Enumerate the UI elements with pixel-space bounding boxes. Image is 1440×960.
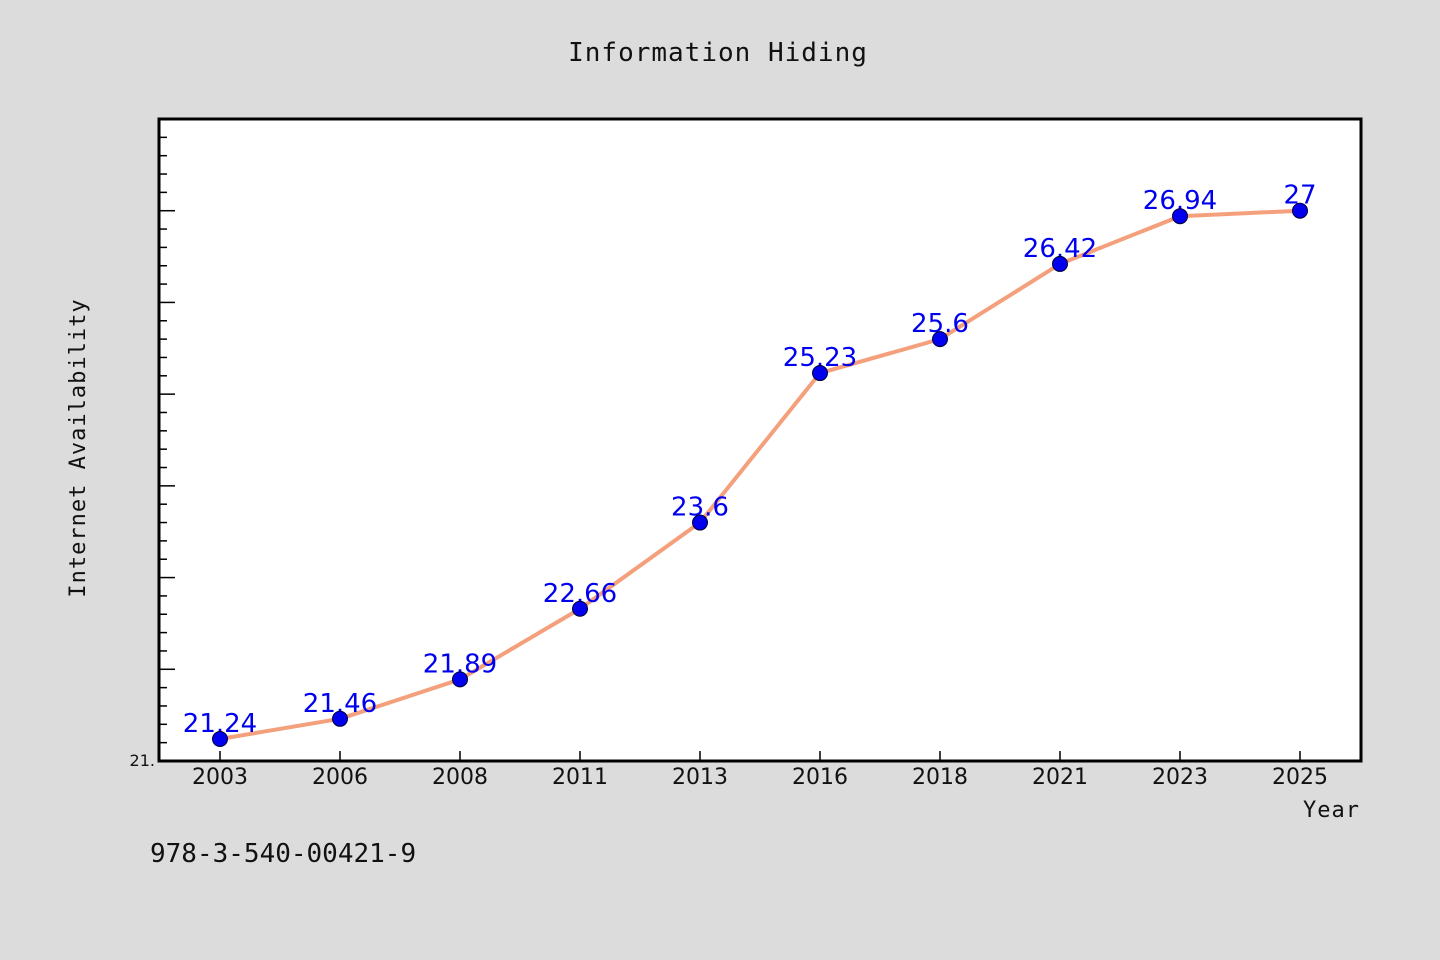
x-tick-label: 2016 (792, 765, 848, 790)
data-point (452, 671, 468, 688)
x-tick-label: 2008 (432, 765, 488, 790)
data-point (212, 730, 228, 747)
isbn-text: 978-3-540-00421-9 (150, 839, 416, 869)
data-point (1292, 202, 1308, 219)
chart-title: Information Hiding (568, 38, 868, 68)
series-layer: 21.2421.4621.8922.6623.625.2325.626.4226… (183, 181, 1317, 747)
x-tick-label: 2011 (552, 765, 608, 790)
data-point (572, 600, 588, 617)
y-axis-label: Internet Availability (66, 298, 91, 597)
x-tick-label: 2021 (1032, 765, 1088, 790)
x-axis-ticks: 2003 2006 2008 2011 2013 2016 2018 2021 2023 2025 (192, 751, 1328, 790)
data-point (932, 331, 948, 348)
data-point (1052, 255, 1068, 272)
x-tick-label: 2013 (672, 765, 728, 790)
y-tick-label: 21. (130, 751, 155, 770)
x-tick-label: 2018 (912, 765, 968, 790)
x-tick-label: 2003 (192, 765, 248, 790)
data-point (812, 365, 828, 382)
series-line (218, 208, 1302, 741)
data-point (332, 710, 348, 727)
data-point (692, 514, 708, 531)
data-point (1172, 208, 1188, 225)
x-tick-label: 2025 (1272, 765, 1328, 790)
y-axis-ticks (159, 118, 175, 762)
x-axis-label: Year (1303, 798, 1360, 823)
x-tick-label: 2006 (312, 765, 368, 790)
x-tick-label: 2023 (1152, 765, 1208, 790)
